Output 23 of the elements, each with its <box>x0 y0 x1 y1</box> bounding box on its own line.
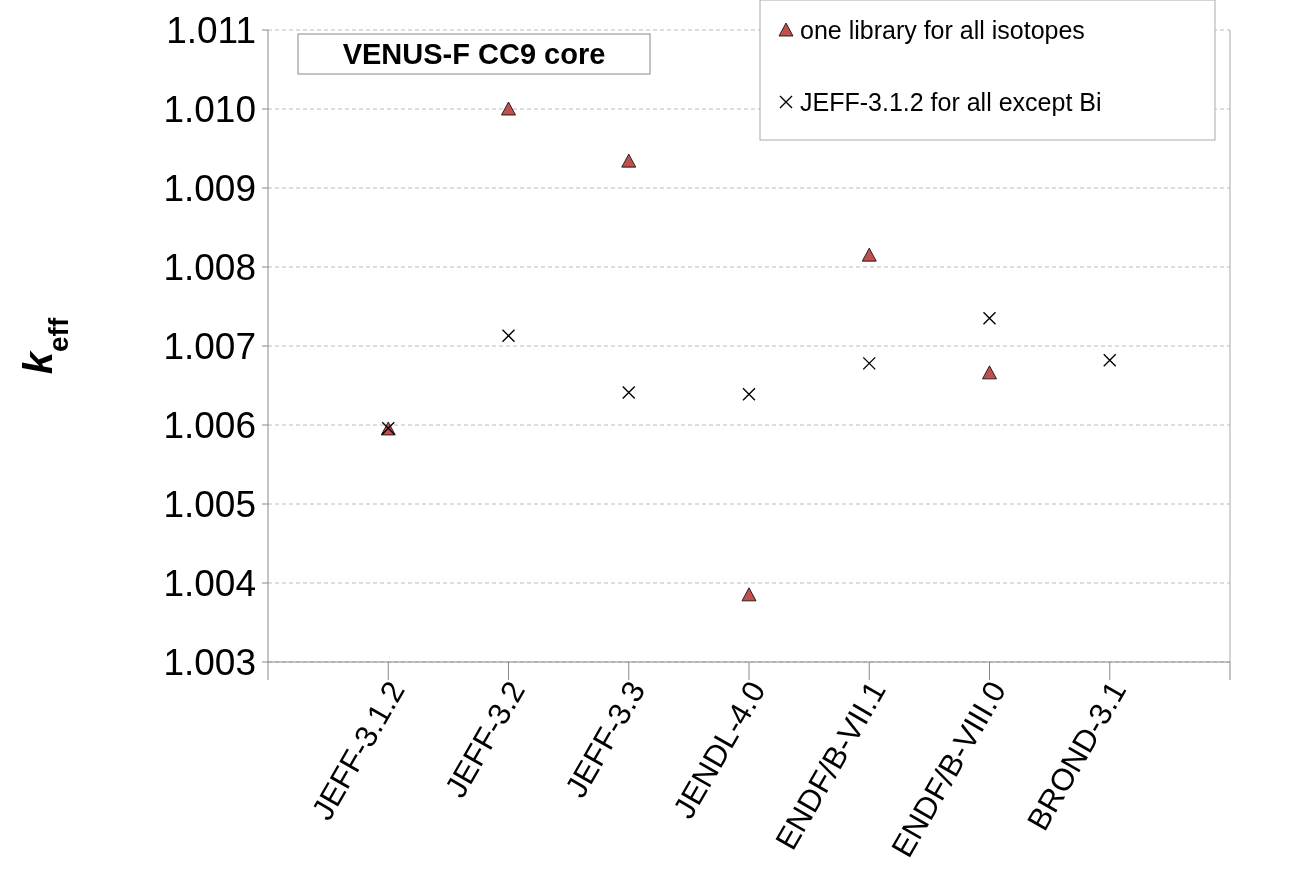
y-tick-label: 1.003 <box>163 641 256 683</box>
legend-label: one library for all isotopes <box>800 15 1085 44</box>
y-tick-label: 1.009 <box>163 167 256 209</box>
point <box>741 587 757 602</box>
point <box>501 101 516 116</box>
y-tick-label: 1.006 <box>163 404 256 446</box>
y-tick-label: 1.008 <box>163 246 256 288</box>
point <box>621 153 637 168</box>
point <box>501 329 516 343</box>
point <box>622 385 636 400</box>
point <box>982 311 997 326</box>
point <box>742 387 756 401</box>
y-tick-label: 1.010 <box>163 88 256 130</box>
y-tick-label: 1.005 <box>163 483 256 525</box>
point <box>1103 353 1117 367</box>
y-tick-label: 1.011 <box>166 9 256 51</box>
y-tick-label: 1.004 <box>163 562 256 604</box>
y-tick-label: 1.007 <box>163 325 256 367</box>
point <box>861 247 877 262</box>
point <box>982 365 997 380</box>
chart-title: VENUS-F CC9 core <box>342 38 606 71</box>
point <box>862 356 876 371</box>
legend-label: JEFF-3.1.2 for all except Bi <box>800 87 1102 116</box>
